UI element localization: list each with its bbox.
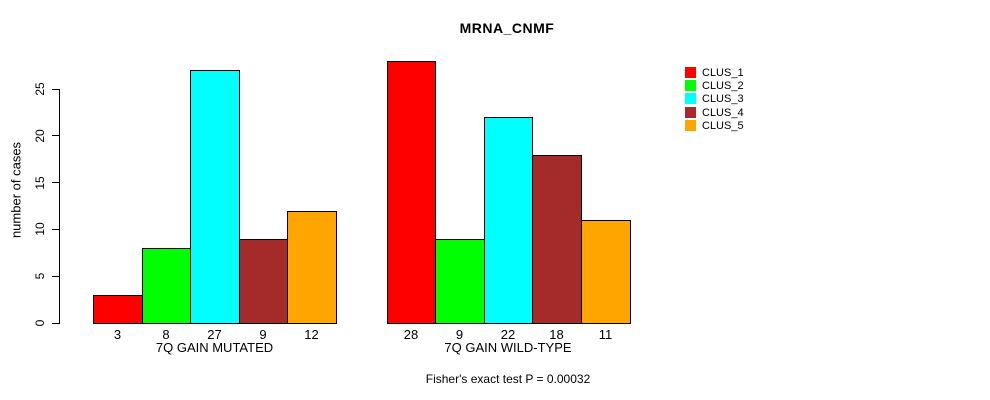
legend-label-clus_2: CLUS_2: [702, 79, 744, 92]
y-tick-mark: [52, 275, 59, 277]
bar-clus_1-group1: [93, 295, 143, 324]
legend-label-clus_3: CLUS_3: [702, 93, 744, 106]
legend-swatch-clus_1: [685, 66, 696, 78]
bar-value-label: 12: [304, 327, 319, 342]
legend-label-clus_4: CLUS_4: [702, 106, 744, 119]
bar-clus_4-group2: [532, 155, 582, 324]
chart-title: MRNA_CNMF: [459, 20, 555, 36]
x-group-label: 7Q GAIN WILD-TYPE: [444, 340, 572, 355]
legend-swatch-clus_4: [685, 106, 696, 118]
y-tick-mark: [52, 135, 59, 137]
bar-clus_5-group2: [581, 220, 631, 324]
bar-clus_2-group2: [435, 239, 485, 324]
bar-clus_3-group2: [484, 117, 533, 324]
y-tick-mark: [52, 322, 59, 324]
bar-clus_1-group2: [387, 61, 436, 324]
y-tick-label: 0: [33, 319, 47, 327]
bar-value-label: 3: [113, 327, 122, 342]
y-tick-label: 15: [33, 175, 47, 190]
y-tick-mark: [52, 182, 59, 184]
y-tick-label: 5: [33, 272, 47, 280]
bar-clus_2-group1: [142, 248, 191, 324]
bar-value-label: 8: [162, 327, 170, 342]
y-axis-line: [59, 89, 60, 324]
legend-label-clus_5: CLUS_5: [702, 119, 744, 132]
bar-value-label: 22: [500, 327, 516, 342]
bar-clus_4-group1: [239, 239, 288, 324]
fisher-test-annotation: Fisher's exact test P = 0.00032: [425, 372, 591, 386]
x-group-label: 7Q GAIN MUTATED: [155, 340, 274, 355]
y-tick-label: 20: [33, 129, 47, 143]
y-tick-mark: [52, 228, 59, 230]
bar-value-label: 18: [549, 327, 564, 342]
bar-value-label: 9: [259, 327, 267, 342]
bar-clus_3-group1: [190, 70, 240, 324]
legend-swatch-clus_5: [685, 119, 696, 131]
y-tick-mark: [52, 88, 59, 90]
legend-swatch-clus_2: [685, 79, 696, 91]
bar-clus_5-group1: [287, 211, 337, 324]
y-tick-label: 25: [33, 82, 47, 96]
bar-value-label: 11: [598, 327, 613, 342]
legend-label-clus_1: CLUS_1: [702, 66, 744, 79]
legend-swatch-clus_3: [685, 93, 696, 105]
y-tick-label: 10: [33, 222, 47, 237]
bar-value-label: 28: [403, 327, 419, 342]
bar-value-label: 27: [207, 327, 222, 342]
bar-value-label: 9: [455, 327, 464, 342]
y-axis-label: number of cases: [8, 141, 24, 239]
